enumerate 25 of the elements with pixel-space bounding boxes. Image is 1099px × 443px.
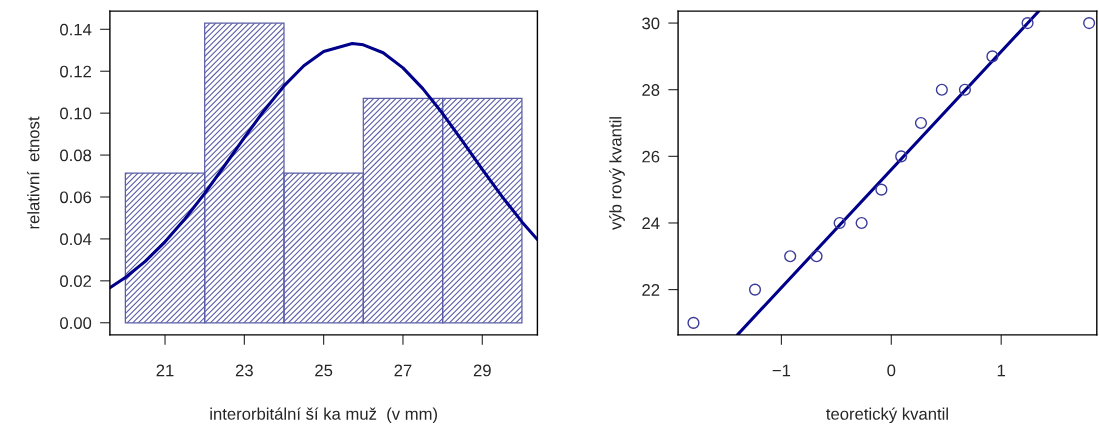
x-axis-title: teoretický kvantil <box>826 407 948 424</box>
y-tick-label: 0.06 <box>60 191 92 204</box>
y-tick-label: 26 <box>642 150 660 163</box>
y-tick-label: 0.12 <box>60 65 92 78</box>
x-tick-label: −1 <box>772 364 791 377</box>
x-axis-title: interorbitální ší ka muž (v mm) <box>210 407 437 424</box>
y-tick-label: 0.08 <box>60 149 92 162</box>
y-tick-label: 0.10 <box>60 107 92 120</box>
y-tick-label: 28 <box>642 84 660 96</box>
x-tick-label: 29 <box>473 364 491 377</box>
x-tick-label: 0 <box>887 364 896 377</box>
x-tick-label: 23 <box>235 364 253 377</box>
y-axis-title: relativní etnost <box>27 116 40 229</box>
x-tick-label: 25 <box>315 364 333 377</box>
x-tick-label: 21 <box>156 364 174 377</box>
y-tick-label: 30 <box>642 17 660 30</box>
y-tick-label: 0.00 <box>60 317 92 329</box>
y-axis-title: výb rový kvantil <box>609 117 625 230</box>
y-tick-label: 24 <box>642 217 660 229</box>
y-tick-label: 0.04 <box>60 233 92 246</box>
x-tick-label: 1 <box>997 364 1006 377</box>
y-tick-label: 0.14 <box>60 23 92 36</box>
y-tick-label: 0.02 <box>60 275 92 288</box>
y-tick-label: 22 <box>642 284 660 296</box>
x-tick-label: 27 <box>394 364 412 377</box>
